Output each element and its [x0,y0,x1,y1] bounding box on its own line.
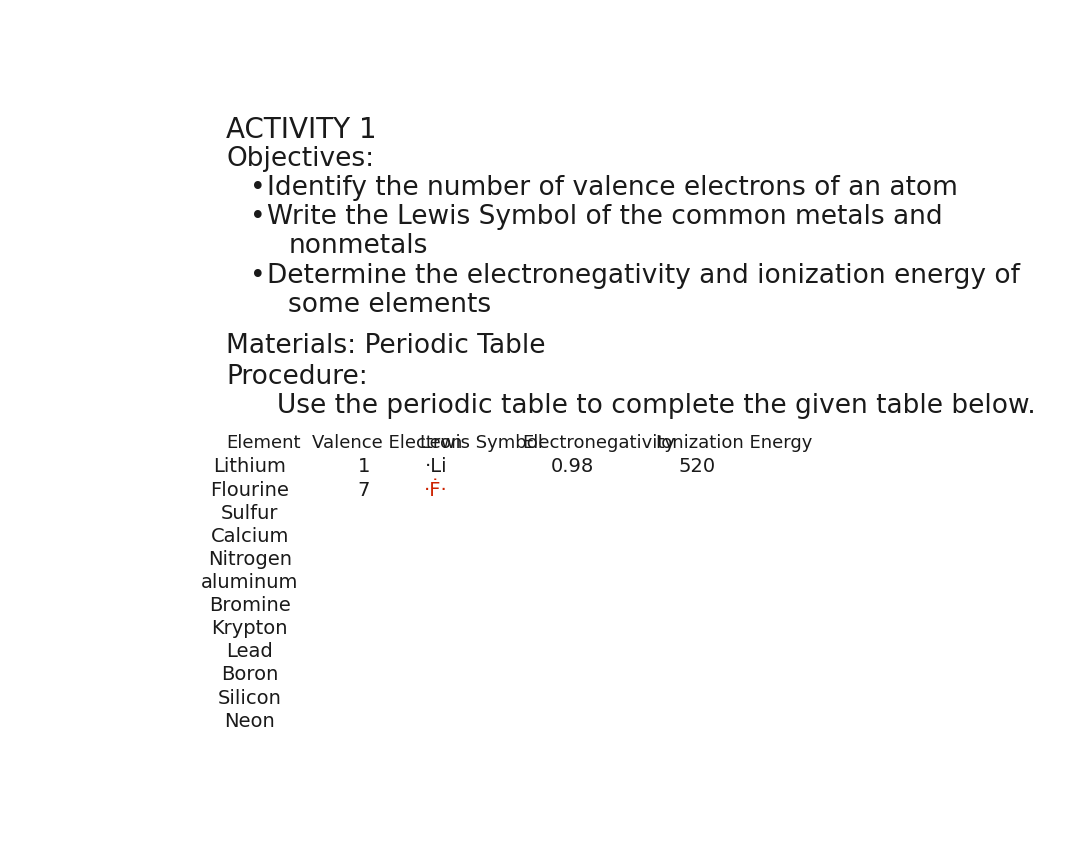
Text: Electronegativity: Electronegativity [523,434,675,452]
Text: 7: 7 [357,481,369,499]
Text: •: • [249,204,266,230]
Text: Valence Electron: Valence Electron [312,434,462,452]
Text: ACTIVITY 1: ACTIVITY 1 [227,115,377,143]
Text: ·Li: ·Li [424,458,447,477]
Text: •: • [249,263,266,288]
Text: Use the periodic table to complete the given table below.: Use the periodic table to complete the g… [276,393,1036,419]
Text: Lithium: Lithium [213,458,286,477]
Text: Calcium: Calcium [211,527,288,546]
Text: Boron: Boron [221,666,279,684]
Text: Objectives:: Objectives: [227,147,375,172]
Text: 520: 520 [678,458,715,477]
Text: Lewis Symbol: Lewis Symbol [420,434,543,452]
Text: Neon: Neon [225,711,275,731]
Text: some elements: some elements [288,292,491,318]
Text: Procedure:: Procedure: [227,364,368,389]
Text: Ionization Energy: Ionization Energy [656,434,812,452]
Text: Krypton: Krypton [212,619,288,639]
Text: Bromine: Bromine [208,596,291,615]
Text: Write the Lewis Symbol of the common metals and: Write the Lewis Symbol of the common met… [267,204,943,230]
Text: 0.98: 0.98 [551,458,594,477]
Text: 1: 1 [357,458,369,477]
Text: nonmetals: nonmetals [288,233,428,259]
Text: Lead: Lead [227,642,273,661]
Text: Materials: Periodic Table: Materials: Periodic Table [227,332,546,359]
Text: Nitrogen: Nitrogen [207,550,292,569]
Text: aluminum: aluminum [201,573,298,592]
Text: Element: Element [227,434,301,452]
Text: ·Ḟ·: ·Ḟ· [423,481,447,499]
Text: Identify the number of valence electrons of an atom: Identify the number of valence electrons… [267,175,958,201]
Text: •: • [249,175,266,201]
Text: Determine the electronegativity and ionization energy of: Determine the electronegativity and ioni… [267,263,1020,288]
Text: Flourine: Flourine [211,481,289,499]
Text: Silicon: Silicon [218,689,282,707]
Text: Sulfur: Sulfur [221,504,279,522]
